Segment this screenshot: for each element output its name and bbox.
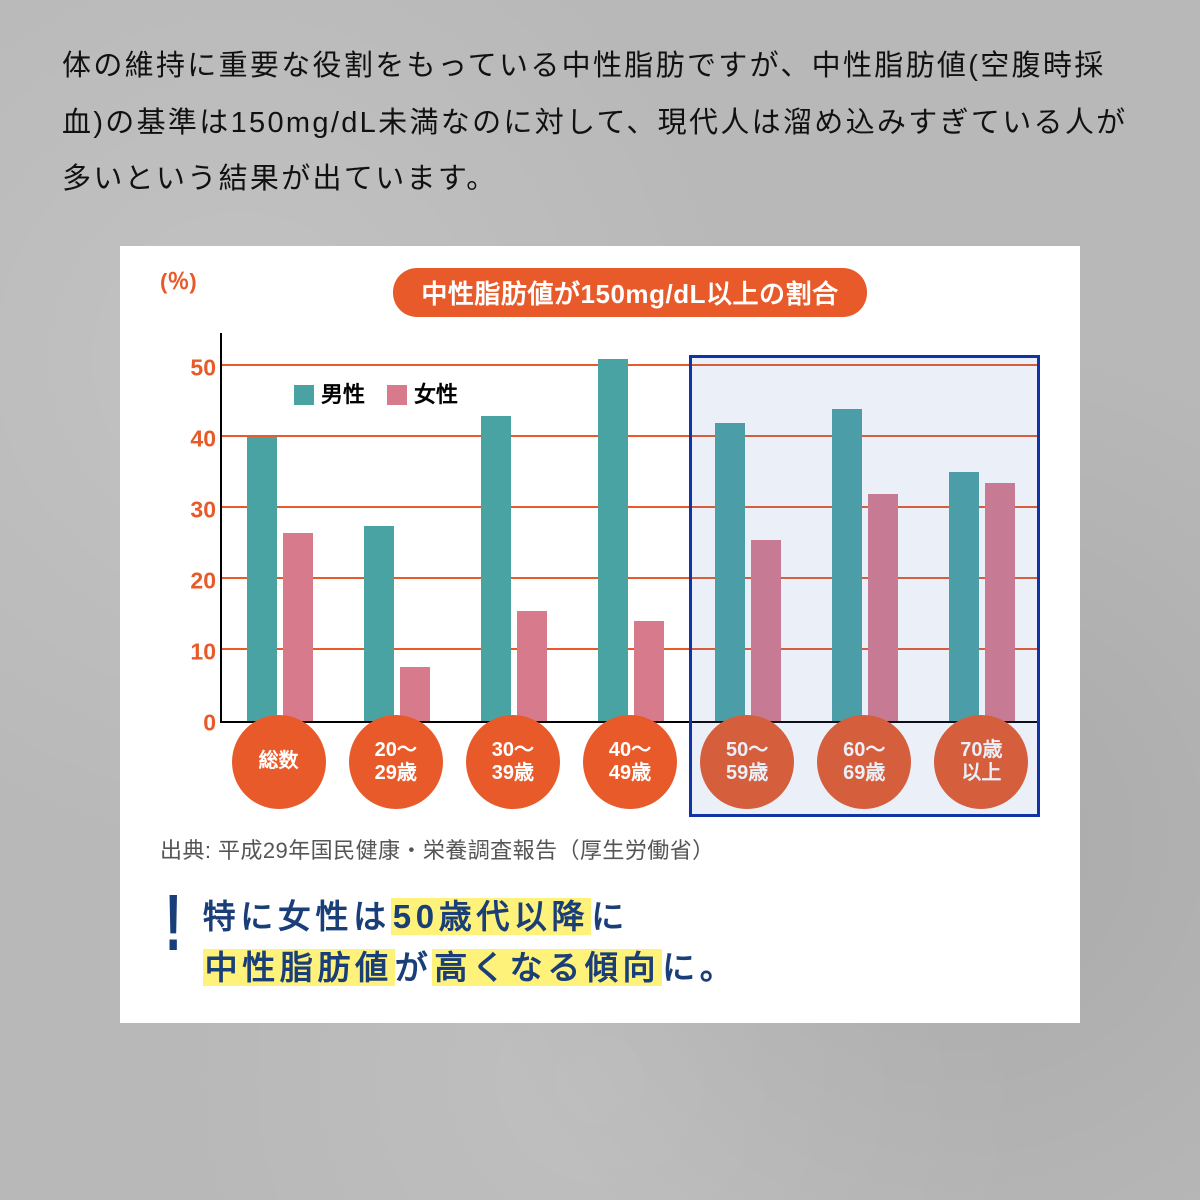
bar-male [481,416,511,721]
y-tick-label: 40 [178,426,216,453]
source-citation: 出典: 平成29年国民健康・栄養調査報告（厚生労働省） [160,833,1040,865]
y-tick-label: 0 [178,709,216,736]
bar-male [364,526,394,721]
bar-group [689,333,806,721]
chart-header-row: (％) 中性脂肪値が150mg/dL以上の割合 [160,268,1040,317]
category-cell: 20～ 29歳 [337,715,454,805]
y-axis-unit: (％) [160,264,197,296]
legend: 男性 女性 [294,377,458,409]
y-tick-label: 10 [178,638,216,665]
bar-female [751,540,781,721]
exclaim-icon: ! [165,887,182,959]
bar-group [573,333,690,721]
chart-panel: (％) 中性脂肪値が150mg/dL以上の割合 0 10 20 30 40 50 男性 女… [120,246,1080,1023]
category-cell: 60～ 69歳 [806,715,923,805]
bar-male [949,472,979,720]
chart-title: 中性脂肪値が150mg/dL以上の割合 [393,268,866,317]
category-bubble: 20～ 29歳 [349,715,443,809]
bar-group [456,333,573,721]
category-cell: 50～ 59歳 [689,715,806,805]
category-bubble: 50～ 59歳 [700,715,794,809]
callout-text: 特に女性は50歳代以降に 中性脂肪値が高くなる傾向に。 [203,891,738,993]
intro-paragraph: 体の維持に重要な役割をもっている中性脂肪ですが、中性脂肪値(空腹時採血)の基準は… [0,0,1200,228]
legend-male: 男性 [294,377,365,409]
bar-male [832,409,862,721]
bar-female [868,494,898,721]
bar-male [247,437,277,721]
chart-area: 01020304050 男性 女性 総数20～ 29歳30～ 39歳40～ 49… [160,323,1040,753]
bar-female [634,621,664,720]
category-row: 総数20～ 29歳30～ 39歳40～ 49歳50～ 59歳60～ 69歳70歳… [220,715,1040,805]
category-bubble: 30～ 39歳 [466,715,560,809]
y-tick-label: 50 [178,355,216,382]
bar-female [400,667,430,720]
category-bubble: 60～ 69歳 [817,715,911,809]
plot-region: 男性 女性 [220,333,1040,723]
bar-group [806,333,923,721]
category-cell: 総数 [220,715,337,805]
y-tick-label: 20 [178,567,216,594]
y-tick-label: 30 [178,496,216,523]
category-cell: 70歳 以上 [923,715,1040,805]
category-cell: 40～ 49歳 [571,715,688,805]
bar-female [283,533,313,721]
category-bubble: 総数 [232,715,326,809]
bar-female [985,483,1015,721]
category-cell: 30～ 39歳 [454,715,571,805]
callout: ! 特に女性は50歳代以降に 中性脂肪値が高くなる傾向に。 [160,891,1040,993]
bar-male [598,359,628,721]
bar-male [715,423,745,721]
category-bubble: 70歳 以上 [934,715,1028,809]
legend-female: 女性 [387,377,458,409]
bar-female [517,611,547,721]
category-bubble: 40～ 49歳 [583,715,677,809]
bar-group [923,333,1040,721]
